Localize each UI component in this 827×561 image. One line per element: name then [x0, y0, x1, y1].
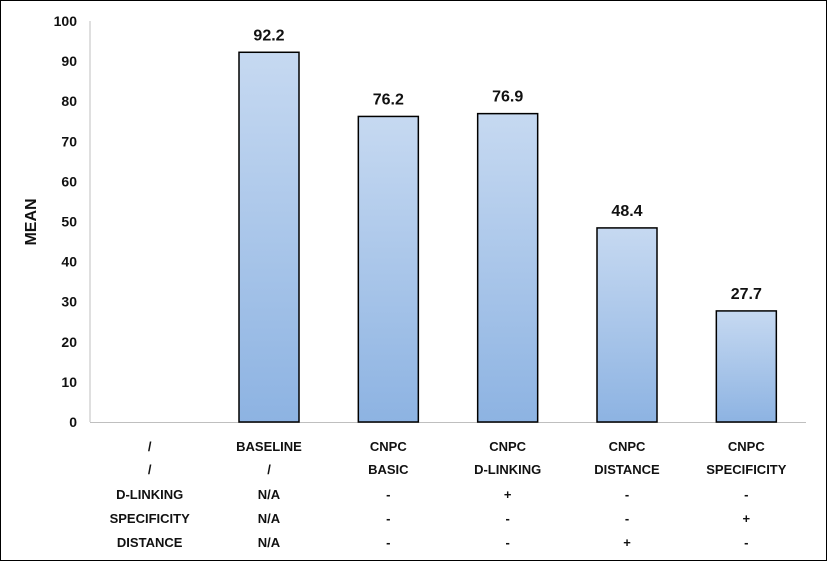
data-label: 48.4	[611, 203, 642, 220]
table-cell: -	[505, 511, 509, 526]
table-cell: -	[625, 487, 629, 502]
table-cell: +	[623, 535, 631, 550]
table-cell: N/A	[258, 487, 281, 502]
category-label: BASIC	[368, 462, 409, 477]
bar	[596, 227, 658, 423]
feature-table: D-LINKING N/A - + - - SPECIFICITY N/A - - - + DISTAN…	[110, 487, 751, 550]
table-cell: -	[386, 511, 390, 526]
table-row-label: D-LINKING	[116, 487, 183, 502]
table-cell: -	[744, 487, 748, 502]
category-label: /	[267, 462, 271, 477]
table-cell: -	[386, 535, 390, 550]
bar	[476, 112, 539, 423]
y-tick-label: 90	[61, 53, 77, 69]
table-cell: N/A	[258, 535, 281, 550]
data-label: 92.2	[253, 27, 284, 44]
table-row-label: SPECIFICITY	[110, 511, 191, 526]
table-cell: N/A	[258, 511, 281, 526]
y-tick-label: 80	[61, 93, 77, 109]
data-label: 76.9	[492, 89, 523, 106]
category-label: CNPC	[728, 439, 765, 454]
data-label: 27.7	[731, 286, 762, 303]
bars	[238, 51, 778, 423]
table-row-label: DISTANCE	[117, 535, 183, 550]
category-label: /	[148, 439, 152, 454]
bar	[238, 51, 300, 423]
y-tick-label: 20	[61, 334, 77, 350]
category-label: CNPC	[370, 439, 407, 454]
category-label: CNPC	[609, 439, 646, 454]
category-label: /	[148, 462, 152, 477]
y-tick-label: 30	[61, 294, 77, 310]
table-cell: +	[504, 487, 512, 502]
bar	[357, 115, 420, 423]
table-cell: -	[744, 535, 748, 550]
table-cell: -	[386, 487, 390, 502]
y-tick-label: 40	[61, 254, 77, 270]
data-labels: 92.2 76.2 76.9 48.4 27.7	[253, 27, 762, 303]
y-tick-label: 10	[61, 374, 77, 390]
table-cell: -	[625, 511, 629, 526]
category-label: BASELINE	[236, 439, 302, 454]
y-tick-labels: 0 10 20 30 40 50 60 70 80 90 100	[54, 13, 78, 430]
category-labels: / BASELINE CNPC CNPC CNPC CNPC / / BASIC D-LINKIN…	[148, 439, 787, 477]
y-tick-label: 60	[61, 173, 77, 189]
category-label: DISTANCE	[594, 462, 660, 477]
y-axis-label: MEAN	[23, 198, 40, 245]
y-tick-label: 50	[61, 214, 77, 230]
category-label: CNPC	[489, 439, 526, 454]
category-label: SPECIFICITY	[706, 462, 787, 477]
data-label: 76.2	[373, 91, 404, 108]
bar	[715, 310, 778, 423]
table-cell: -	[505, 535, 509, 550]
y-tick-label: 70	[61, 133, 77, 149]
y-tick-label: 0	[69, 414, 77, 430]
category-label: D-LINKING	[474, 462, 541, 477]
y-tick-label: 100	[54, 13, 78, 29]
table-cell: +	[743, 511, 751, 526]
